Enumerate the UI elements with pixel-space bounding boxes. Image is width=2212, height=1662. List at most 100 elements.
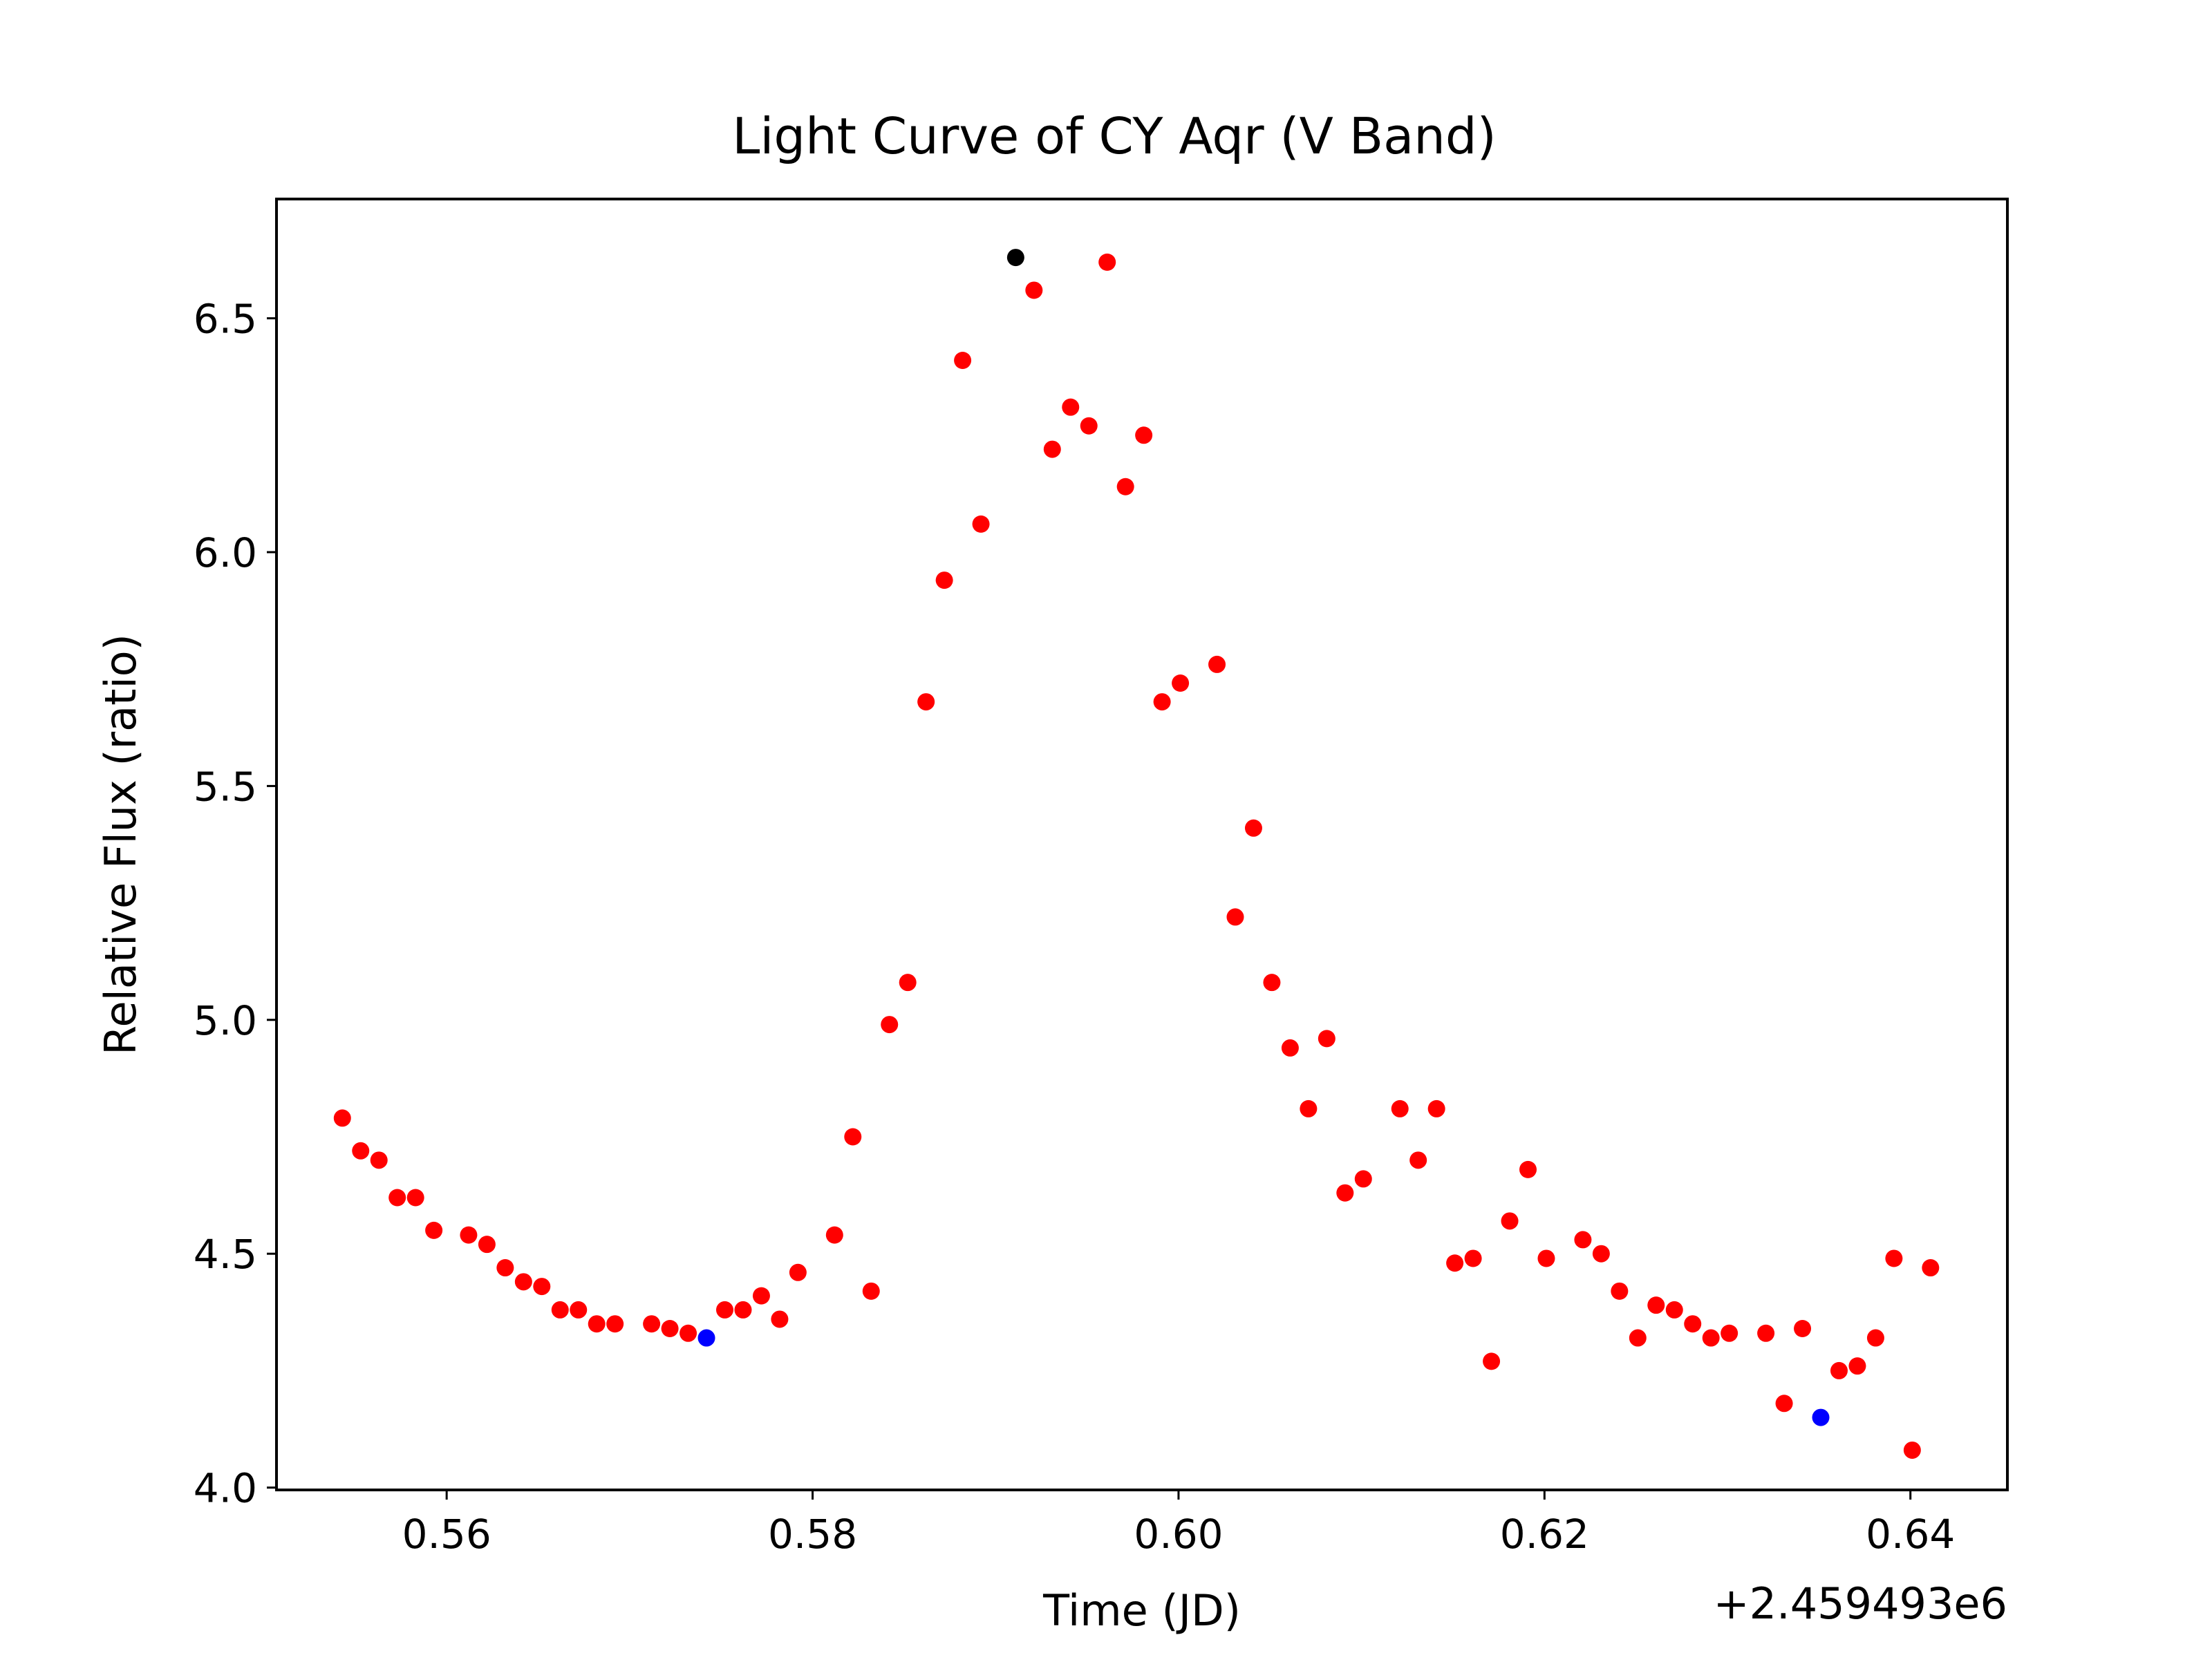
- x-tick-label: 0.62: [1500, 1511, 1589, 1558]
- data-point: [1281, 1039, 1299, 1057]
- data-point: [972, 515, 990, 533]
- data-point: [1135, 426, 1153, 444]
- data-point: [570, 1301, 588, 1319]
- data-point: [1775, 1395, 1793, 1413]
- plot-area-frame: [275, 198, 2009, 1491]
- data-point: [1427, 1099, 1445, 1117]
- data-point: [1446, 1254, 1464, 1272]
- data-point: [478, 1236, 496, 1254]
- data-point: [1647, 1296, 1665, 1314]
- data-point: [1098, 253, 1116, 271]
- data-point: [388, 1189, 406, 1207]
- x-axis-offset-label: +2.459493e6: [1714, 1578, 2007, 1629]
- data-point: [588, 1315, 606, 1333]
- data-point: [679, 1324, 697, 1342]
- data-point: [752, 1287, 770, 1305]
- data-point: [1226, 908, 1244, 926]
- x-axis-label: Time (JD): [1042, 1585, 1241, 1636]
- data-point: [1574, 1231, 1592, 1249]
- data-point: [1903, 1441, 1921, 1459]
- data-point: [514, 1273, 532, 1291]
- data-point: [1684, 1315, 1702, 1333]
- data-point: [1153, 693, 1171, 711]
- data-point: [1885, 1249, 1903, 1267]
- data-point: [1391, 1099, 1409, 1117]
- plot-layer: [333, 249, 1940, 1459]
- data-point: [425, 1221, 443, 1239]
- data-point: [496, 1259, 514, 1277]
- data-point: [1244, 819, 1262, 837]
- data-point: [551, 1301, 569, 1319]
- data-point: [1537, 1249, 1555, 1267]
- data-point: [917, 693, 935, 711]
- data-point: [1062, 398, 1080, 416]
- data-point: [1080, 417, 1098, 435]
- data-point: [460, 1226, 478, 1244]
- data-point: [1208, 655, 1226, 673]
- data-point: [734, 1301, 752, 1319]
- data-point: [1721, 1324, 1738, 1342]
- data-point: [352, 1142, 370, 1160]
- data-point: [370, 1151, 388, 1169]
- x-tick-label: 0.56: [402, 1511, 491, 1558]
- y-tick-label: 5.0: [194, 997, 257, 1044]
- data-point: [1629, 1329, 1647, 1347]
- data-point: [1025, 281, 1043, 299]
- data-point: [1830, 1361, 1848, 1379]
- data-point: [1043, 440, 1061, 458]
- data-point: [1464, 1249, 1482, 1267]
- data-point: [1866, 1329, 1884, 1347]
- data-point: [1665, 1301, 1683, 1319]
- data-point: [1409, 1151, 1427, 1169]
- data-point: [1702, 1329, 1720, 1347]
- data-point: [862, 1282, 880, 1300]
- data-point: [1757, 1324, 1775, 1342]
- x-tick-label: 0.60: [1134, 1511, 1223, 1558]
- y-axis: 4.0 4.5 5.0 5.5 6.0 6.5: [194, 296, 276, 1512]
- y-tick-label: 6.5: [194, 296, 257, 343]
- data-point: [1318, 1030, 1335, 1048]
- data-point: [789, 1263, 807, 1281]
- data-point: [1519, 1160, 1537, 1178]
- data-point: [1848, 1357, 1866, 1375]
- data-point: [697, 1329, 715, 1347]
- data-point: [1812, 1408, 1830, 1426]
- data-point: [533, 1278, 551, 1296]
- y-tick-label: 4.5: [194, 1231, 257, 1278]
- chart-title: Light Curve of CY Aqr (V Band): [732, 107, 1496, 165]
- data-point: [1794, 1320, 1812, 1337]
- data-point: [899, 974, 917, 992]
- data-point: [661, 1320, 679, 1337]
- data-point: [935, 572, 953, 589]
- data-point: [1116, 478, 1134, 495]
- data-point: [1611, 1282, 1629, 1300]
- data-point: [1006, 249, 1024, 267]
- data-point: [715, 1301, 733, 1319]
- x-tick-label: 0.58: [768, 1511, 857, 1558]
- data-point: [881, 1016, 899, 1034]
- y-axis-label: Relative Flux (ratio): [95, 634, 146, 1055]
- data-point: [1263, 974, 1281, 992]
- y-tick-label: 6.0: [194, 529, 257, 576]
- data-point: [406, 1189, 424, 1207]
- data-point: [825, 1226, 843, 1244]
- data-point: [1592, 1245, 1610, 1263]
- data-point: [844, 1128, 862, 1146]
- data-point: [606, 1315, 624, 1333]
- x-tick-label: 0.64: [1866, 1511, 1955, 1558]
- data-point: [1354, 1170, 1372, 1188]
- data-point: [1922, 1259, 1940, 1277]
- data-point: [1336, 1184, 1354, 1202]
- y-tick-label: 4.0: [194, 1465, 257, 1512]
- y-tick-label: 5.5: [194, 763, 257, 810]
- x-axis: 0.56 0.58 0.60 0.62 0.64: [402, 1490, 1955, 1558]
- data-point: [643, 1315, 661, 1333]
- data-point: [954, 352, 972, 369]
- data-point: [333, 1109, 351, 1127]
- data-point: [1172, 674, 1190, 692]
- data-point: [1501, 1212, 1519, 1230]
- data-point: [771, 1310, 789, 1328]
